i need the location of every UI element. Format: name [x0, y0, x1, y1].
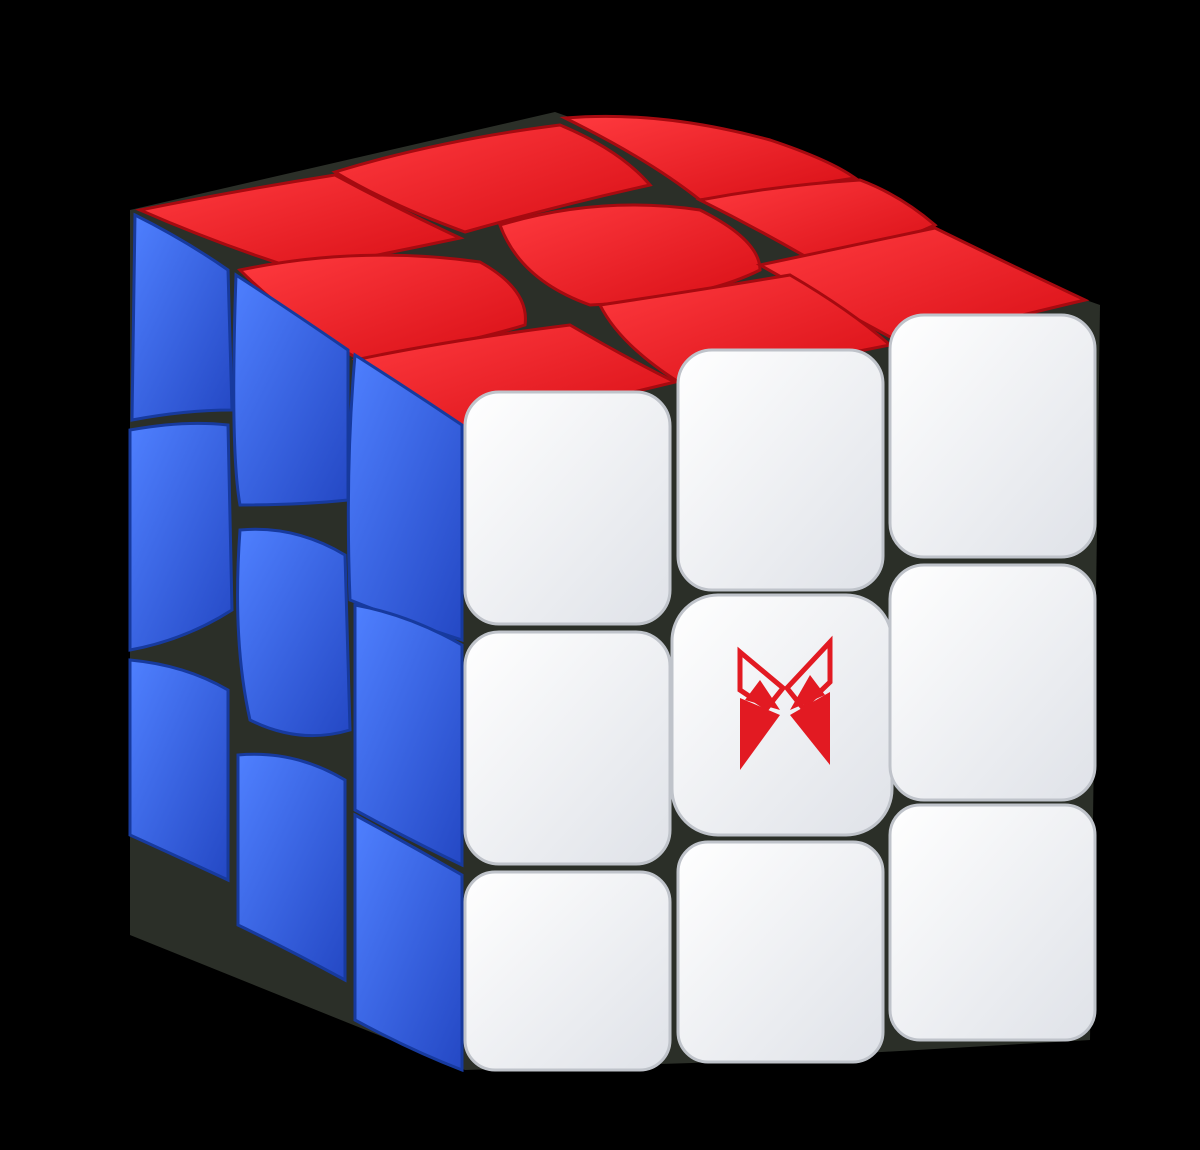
left-sticker	[128, 421, 234, 652]
front-sticker	[676, 840, 885, 1064]
logo-wing-lower-right	[790, 692, 830, 765]
left-sticker	[128, 658, 230, 883]
left-sticker	[236, 752, 347, 983]
top-sticker	[135, 173, 465, 272]
butterfly-logo-icon	[737, 635, 833, 770]
left-sticker	[353, 812, 464, 1073]
front-sticker	[463, 390, 672, 626]
front-sticker	[888, 803, 1097, 1042]
front-face	[463, 313, 1097, 1072]
logo-wing-mid-right	[790, 675, 825, 710]
left-sticker	[232, 272, 350, 507]
logo-wing-upper-left	[737, 646, 787, 712]
left-sticker	[353, 603, 464, 868]
front-sticker	[463, 870, 672, 1072]
front-sticker	[888, 313, 1097, 559]
top-center-sticker	[498, 203, 762, 307]
left-face	[128, 212, 464, 1073]
logo-wing-lower-left	[740, 698, 780, 770]
logo-wing-mid-left	[745, 680, 780, 710]
top-sticker	[559, 114, 859, 202]
front-sticker	[676, 348, 885, 592]
left-center-sticker	[236, 527, 352, 738]
top-sticker	[331, 123, 653, 234]
front-sticker	[888, 563, 1097, 802]
front-center-sticker	[670, 593, 894, 837]
left-sticker	[130, 212, 234, 422]
front-sticker	[463, 630, 672, 866]
